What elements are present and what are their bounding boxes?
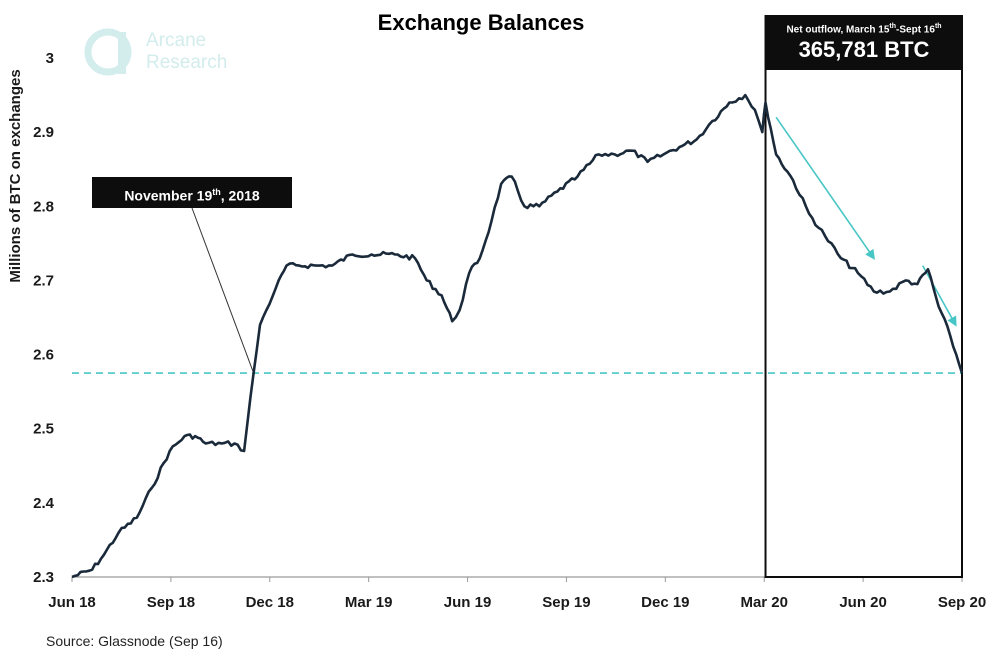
y-tick-labels: 2.3 2.4 2.5 2.6 2.7 2.8 2.9 3	[33, 50, 55, 586]
november-callout-main: November 19	[124, 187, 213, 204]
net-outflow-sup1: th	[889, 23, 897, 30]
x-tick-label: Jun 19	[444, 594, 492, 611]
x-tick-label: Dec 18	[246, 594, 294, 611]
y-tick-label: 2.7	[33, 272, 54, 289]
x-tick-label: Dec 19	[641, 594, 689, 611]
november-callout-tail: , 2018	[220, 187, 260, 204]
november-callout-sup: th	[212, 187, 221, 197]
y-tick-label: 2.5	[33, 421, 54, 438]
logo-text: Arcane Research	[146, 30, 227, 74]
net-outflow-value: 365,781 BTC	[798, 37, 930, 63]
annotation-leader-line	[191, 207, 255, 374]
x-tick-label: Sep 19	[542, 594, 590, 611]
y-tick-label: 2.6	[33, 347, 54, 364]
x-tick-label: Jun 20	[839, 594, 887, 611]
chart-title: Exchange Balances	[378, 10, 585, 35]
x-tick-label: Mar 20	[740, 594, 788, 611]
logo-line-2: Research	[146, 52, 228, 73]
x-tick-label: Sep 18	[147, 594, 195, 611]
net-outflow-sup2: th	[934, 23, 942, 30]
y-tick-label: 2.8	[33, 198, 54, 215]
logo-line-1: Arcane	[146, 30, 207, 51]
highlight-box	[764, 15, 963, 578]
series-line	[71, 93, 964, 579]
y-tick-label: 2.9	[33, 124, 54, 141]
x-tick-label: Sep 20	[938, 594, 986, 611]
y-tick-label: 3	[46, 50, 54, 67]
source-note: Source: Glassnode (Sep 16)	[46, 633, 223, 649]
trend-arrows	[775, 116, 957, 327]
x-tick-labels: Jun 18 Sep 18 Dec 18 Mar 19 Jun 19 Sep 19 Dec …	[48, 594, 986, 611]
arcane-logo-icon	[84, 28, 132, 76]
net-outflow-part1: Net outflow, March 15	[786, 24, 890, 36]
x-tick-label: Jun 18	[48, 594, 96, 611]
y-tick-label: 2.3	[33, 569, 54, 586]
november-callout: November 19th, 2018	[92, 177, 292, 208]
net-outflow-callout: Net outflow, March 15th-Sept 16th 365,78…	[765, 16, 963, 70]
net-outflow-label: Net outflow, March 15th-Sept 16th	[765, 23, 963, 35]
arcane-research-logo: Arcane Research	[84, 28, 254, 78]
trend-arrow	[775, 116, 875, 260]
trend-arrow	[922, 265, 957, 327]
y-axis-label: Millions of BTC on exchanges	[7, 69, 24, 282]
net-outflow-part2: -Sept 16	[896, 24, 935, 36]
x-tick-label: Mar 19	[345, 594, 393, 611]
y-tick-label: 2.4	[33, 495, 55, 512]
